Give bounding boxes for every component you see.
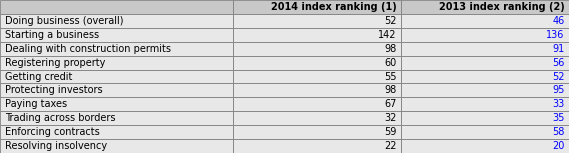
Text: 95: 95 xyxy=(552,85,564,95)
Text: Resolving insolvency: Resolving insolvency xyxy=(5,141,106,151)
Bar xyxy=(0,139,233,153)
Bar xyxy=(233,70,401,83)
Bar xyxy=(233,111,401,125)
Text: Protecting investors: Protecting investors xyxy=(5,85,102,95)
Text: 32: 32 xyxy=(384,113,397,123)
Text: 46: 46 xyxy=(552,16,564,26)
Bar xyxy=(0,70,233,83)
Text: 2014 index ranking (1): 2014 index ranking (1) xyxy=(271,2,397,12)
Text: Enforcing contracts: Enforcing contracts xyxy=(5,127,100,137)
Text: 2013 index ranking (2): 2013 index ranking (2) xyxy=(439,2,564,12)
Bar xyxy=(401,42,569,56)
Bar xyxy=(233,56,401,70)
Bar xyxy=(0,83,233,97)
Bar xyxy=(233,97,401,111)
Text: Getting credit: Getting credit xyxy=(5,71,72,82)
Bar xyxy=(233,125,401,139)
Bar xyxy=(0,42,233,56)
Text: 91: 91 xyxy=(552,44,564,54)
Bar xyxy=(401,139,569,153)
Bar xyxy=(401,0,569,14)
Text: Dealing with construction permits: Dealing with construction permits xyxy=(5,44,171,54)
Text: 98: 98 xyxy=(384,44,397,54)
Bar xyxy=(401,70,569,83)
Bar xyxy=(0,56,233,70)
Bar xyxy=(233,139,401,153)
Text: 52: 52 xyxy=(552,71,564,82)
Bar xyxy=(233,42,401,56)
Text: 35: 35 xyxy=(552,113,564,123)
Text: 136: 136 xyxy=(546,30,564,40)
Bar xyxy=(233,28,401,42)
Bar xyxy=(0,14,233,28)
Bar xyxy=(401,14,569,28)
Bar xyxy=(401,97,569,111)
Text: Registering property: Registering property xyxy=(5,58,105,68)
Bar xyxy=(233,83,401,97)
Bar xyxy=(0,97,233,111)
Text: 59: 59 xyxy=(384,127,397,137)
Text: 56: 56 xyxy=(552,58,564,68)
Bar xyxy=(0,28,233,42)
Bar xyxy=(0,111,233,125)
Text: 20: 20 xyxy=(552,141,564,151)
Text: Trading across borders: Trading across borders xyxy=(5,113,115,123)
Bar xyxy=(401,28,569,42)
Bar xyxy=(401,56,569,70)
Text: 60: 60 xyxy=(384,58,397,68)
Bar xyxy=(0,0,233,14)
Text: 67: 67 xyxy=(384,99,397,109)
Bar xyxy=(0,125,233,139)
Bar xyxy=(233,14,401,28)
Bar xyxy=(401,83,569,97)
Text: Paying taxes: Paying taxes xyxy=(5,99,67,109)
Text: 33: 33 xyxy=(552,99,564,109)
Text: 55: 55 xyxy=(384,71,397,82)
Bar xyxy=(401,125,569,139)
Text: 52: 52 xyxy=(384,16,397,26)
Text: 142: 142 xyxy=(378,30,397,40)
Text: Doing business (overall): Doing business (overall) xyxy=(5,16,123,26)
Text: 98: 98 xyxy=(384,85,397,95)
Bar xyxy=(401,111,569,125)
Text: 22: 22 xyxy=(384,141,397,151)
Text: Starting a business: Starting a business xyxy=(5,30,98,40)
Text: 58: 58 xyxy=(552,127,564,137)
Bar xyxy=(233,0,401,14)
